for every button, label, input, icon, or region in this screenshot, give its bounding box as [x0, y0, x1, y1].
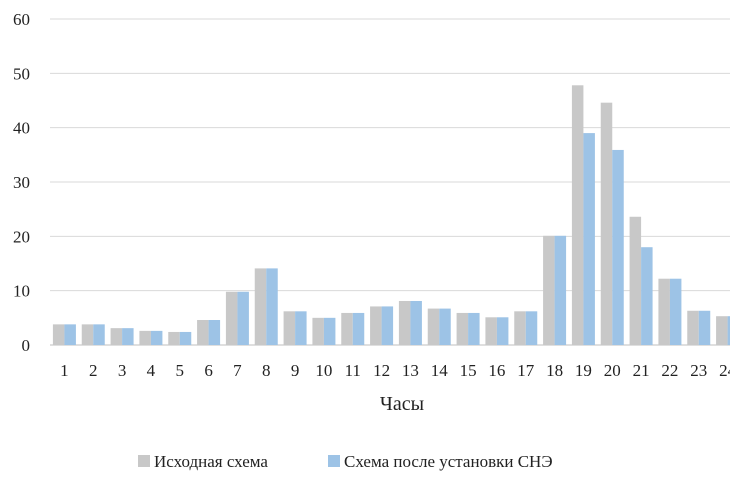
- bar-storage-10: [323, 317, 336, 345]
- bar-original-21: [629, 216, 642, 345]
- y-tick-label: 40: [13, 119, 30, 138]
- bar-storage-9: [295, 311, 307, 345]
- x-tick-label: 1: [60, 361, 69, 380]
- x-tick-label: 17: [517, 361, 535, 380]
- x-axis-title: Часы: [380, 393, 424, 415]
- bar-original-1: [52, 324, 65, 345]
- y-tick-label: 30: [13, 173, 30, 192]
- bar-storage-24: [727, 316, 730, 345]
- x-tick-label: 10: [315, 361, 332, 380]
- y-tick-label: 50: [13, 64, 30, 83]
- bar-original-20: [600, 102, 613, 345]
- x-tick-label: 2: [89, 361, 98, 380]
- x-tick-label: 9: [291, 361, 300, 380]
- bar-storage-18: [554, 235, 567, 345]
- bars: [52, 85, 730, 345]
- legend-swatch-original: [138, 455, 150, 467]
- x-tick-label: 13: [402, 361, 419, 380]
- bar-storage-8: [266, 268, 278, 345]
- bar-storage-22: [669, 278, 682, 345]
- bar-storage-14: [439, 308, 451, 345]
- y-tick-label: 20: [13, 227, 30, 246]
- legend-label-original: Исходная схема: [154, 452, 268, 471]
- x-tick-label: 21: [633, 361, 650, 380]
- bar-original-16: [485, 317, 497, 345]
- x-tick-label: 16: [488, 361, 505, 380]
- bar-original-11: [341, 312, 353, 345]
- bar-original-14: [427, 308, 440, 345]
- y-tick-label: 60: [13, 10, 30, 29]
- bar-original-24: [716, 316, 728, 345]
- bar-storage-21: [641, 247, 653, 345]
- x-tick-label: 11: [345, 361, 361, 380]
- bar-storage-13: [410, 300, 422, 345]
- bar-storage-6: [208, 320, 221, 345]
- x-tick-label: 23: [690, 361, 707, 380]
- bar-original-8: [254, 268, 267, 345]
- y-tick-label: 0: [22, 336, 31, 355]
- x-tick-label: 24: [719, 361, 730, 380]
- bar-storage-19: [583, 133, 595, 345]
- legend: Исходная схема Схема после установки СНЭ: [138, 452, 553, 471]
- bar-original-5: [168, 331, 180, 345]
- x-tick-label: 3: [118, 361, 127, 380]
- bar-storage-11: [352, 312, 365, 345]
- legend-swatch-storage: [328, 455, 340, 467]
- bar-original-9: [283, 311, 296, 345]
- bar-storage-1: [64, 324, 76, 345]
- bar-storage-12: [381, 306, 394, 345]
- x-tick-label: 20: [604, 361, 621, 380]
- gridlines: [50, 18, 730, 346]
- x-tick-label: 6: [204, 361, 213, 380]
- y-tick-label: 10: [13, 282, 30, 301]
- bar-original-13: [398, 300, 411, 345]
- bar-original-7: [225, 291, 238, 345]
- bar-original-22: [658, 278, 670, 345]
- bar-storage-3: [122, 328, 134, 345]
- bar-storage-17: [525, 311, 538, 345]
- x-tick-label: 12: [373, 361, 390, 380]
- bar-original-6: [197, 320, 209, 345]
- legend-label-storage: Схема после установки СНЭ: [344, 452, 553, 471]
- bar-storage-16: [496, 317, 509, 345]
- bar-storage-15: [468, 312, 480, 345]
- bar-original-23: [687, 310, 699, 345]
- x-tick-label: 7: [233, 361, 242, 380]
- x-tick-label: 15: [460, 361, 477, 380]
- bar-original-17: [514, 311, 526, 345]
- x-tick-label: 4: [147, 361, 156, 380]
- bar-original-4: [139, 330, 151, 345]
- x-tick-label: 14: [431, 361, 449, 380]
- x-tick-label: 22: [661, 361, 678, 380]
- bar-original-18: [543, 235, 555, 345]
- x-tick-label: 8: [262, 361, 271, 380]
- bar-storage-7: [237, 291, 249, 345]
- bar-original-19: [571, 85, 584, 345]
- x-axis-ticks: 123456789101112131415161718192021222324: [60, 361, 730, 380]
- x-tick-label: 18: [546, 361, 563, 380]
- bar-storage-23: [698, 310, 711, 345]
- bar-storage-5: [179, 331, 192, 345]
- bar-storage-2: [93, 324, 105, 345]
- bar-storage-4: [150, 330, 163, 345]
- x-tick-label: 5: [176, 361, 185, 380]
- bar-original-12: [370, 306, 382, 345]
- bar-original-10: [312, 317, 324, 345]
- y-axis-ticks: 0 10 20 30 40 50 60: [13, 10, 30, 355]
- bar-storage-20: [612, 149, 624, 345]
- bar-original-2: [81, 324, 94, 345]
- bar-original-3: [110, 328, 123, 345]
- x-tick-label: 19: [575, 361, 592, 380]
- bar-original-15: [456, 312, 469, 345]
